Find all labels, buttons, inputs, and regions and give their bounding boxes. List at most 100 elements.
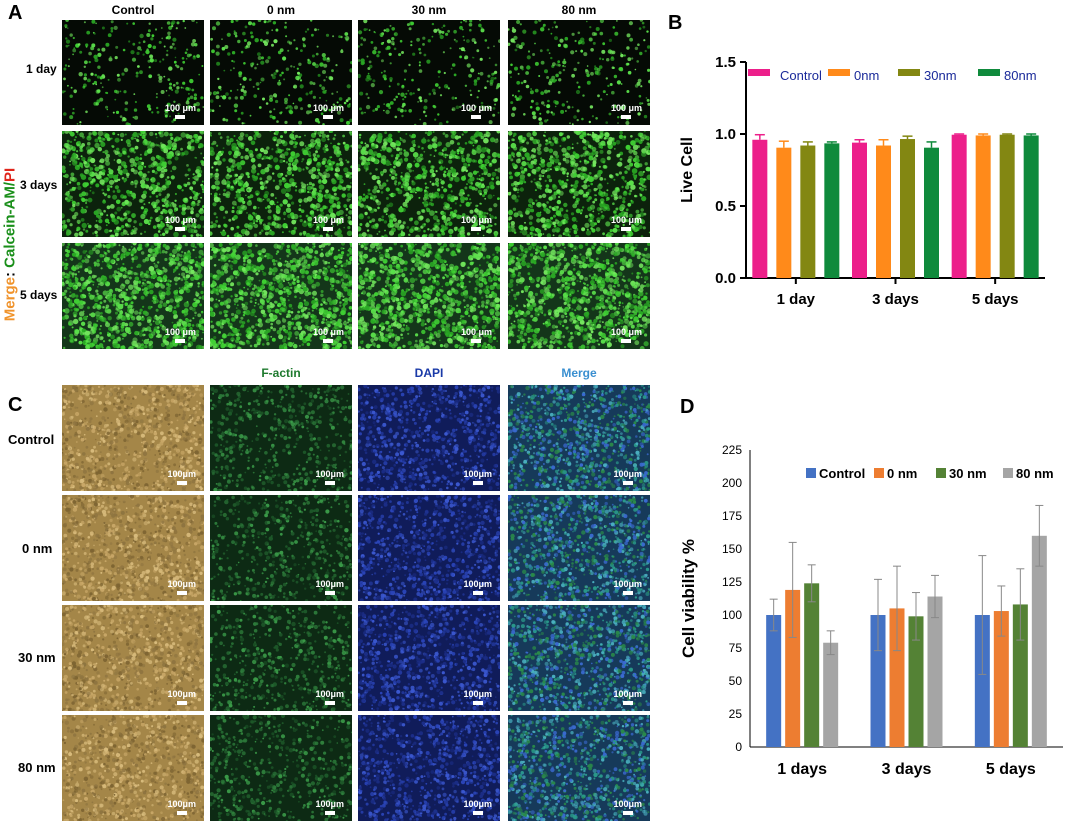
stain-image-3-0: 100μm bbox=[62, 715, 204, 821]
scale-bar-label: 100μm bbox=[463, 579, 492, 589]
micrograph-texture bbox=[210, 605, 352, 711]
panel-c-col-merge: Merge bbox=[508, 366, 650, 380]
micrograph-texture bbox=[62, 243, 204, 349]
scale-bar: 100μm bbox=[167, 799, 196, 815]
bar bbox=[975, 135, 991, 278]
micrograph-texture bbox=[358, 495, 500, 601]
scale-bar: 100 μm bbox=[313, 215, 344, 231]
scale-bar-line bbox=[621, 227, 632, 231]
legend-label: Control bbox=[819, 466, 865, 481]
y-tick-label: 1.5 bbox=[715, 54, 736, 71]
bar bbox=[924, 147, 939, 278]
micrograph-texture bbox=[508, 495, 650, 601]
scale-bar-line bbox=[622, 701, 633, 705]
scale-bar-label: 100 μm bbox=[313, 327, 344, 337]
legend-swatch bbox=[874, 468, 884, 478]
scale-bar-line bbox=[175, 227, 186, 231]
y-tick-label: 50 bbox=[729, 674, 743, 688]
micrograph-texture bbox=[62, 715, 204, 821]
y-tick-label: 75 bbox=[729, 641, 743, 655]
stain-image-1-0: 100μm bbox=[62, 495, 204, 601]
panel-c-row-0nm: 0 nm bbox=[22, 541, 52, 556]
scale-bar-label: 100 μm bbox=[611, 215, 642, 225]
scale-bar-label: 100μm bbox=[315, 579, 344, 589]
scale-bar-line bbox=[175, 115, 186, 119]
scale-bar-line bbox=[472, 701, 483, 705]
live-dead-image-1-3: 100 μm bbox=[508, 131, 650, 237]
scale-bar-line bbox=[622, 481, 633, 485]
x-tick-label: 5 days bbox=[972, 291, 1019, 308]
bar bbox=[999, 134, 1015, 278]
micrograph-texture bbox=[62, 385, 204, 491]
micrograph-texture bbox=[508, 385, 650, 491]
legend-swatch bbox=[936, 468, 946, 478]
scale-bar-line bbox=[176, 701, 187, 705]
y-axis-label: Live Cell bbox=[679, 137, 696, 203]
scale-bar: 100μm bbox=[167, 579, 196, 595]
stain-image-2-3: 100μm bbox=[508, 605, 650, 711]
scale-bar-line bbox=[471, 227, 482, 231]
panel-d-letter: D bbox=[680, 396, 694, 419]
x-tick-label: 3 days bbox=[882, 761, 932, 778]
scale-bar: 100μm bbox=[463, 579, 492, 595]
scale-bar-line bbox=[323, 227, 334, 231]
scale-bar-label: 100 μm bbox=[165, 103, 196, 113]
live-dead-image-0-1: 100 μm bbox=[210, 20, 352, 125]
panel-c-col-dapi: DAPI bbox=[358, 366, 500, 380]
scale-bar-label: 100 μm bbox=[611, 103, 642, 113]
live-dead-image-2-2: 100 μm bbox=[358, 243, 500, 349]
scale-bar-label: 100μm bbox=[463, 689, 492, 699]
scale-bar: 100 μm bbox=[611, 327, 642, 343]
scale-bar-line bbox=[622, 811, 633, 815]
stain-label-merge: Merge bbox=[2, 277, 19, 321]
y-tick-label: 175 bbox=[722, 509, 742, 523]
scale-bar: 100 μm bbox=[461, 327, 492, 343]
scale-bar-label: 100μm bbox=[315, 689, 344, 699]
panel-c-row-80nm: 80 nm bbox=[18, 760, 56, 775]
scale-bar-label: 100 μm bbox=[461, 327, 492, 337]
live-dead-image-1-2: 100 μm bbox=[358, 131, 500, 237]
live-dead-image-2-3: 100 μm bbox=[508, 243, 650, 349]
micrograph-texture bbox=[508, 20, 650, 125]
legend-swatch bbox=[1003, 468, 1013, 478]
scale-bar: 100 μm bbox=[611, 103, 642, 119]
micrograph-texture bbox=[210, 131, 352, 237]
scale-bar: 100 μm bbox=[313, 103, 344, 119]
scale-bar: 100 μm bbox=[611, 215, 642, 231]
micrograph-texture bbox=[508, 605, 650, 711]
bar bbox=[800, 145, 816, 278]
scale-bar-line bbox=[176, 811, 187, 815]
scale-bar: 100μm bbox=[613, 689, 642, 705]
legend-swatch bbox=[828, 69, 850, 76]
bar bbox=[785, 589, 801, 747]
bar bbox=[804, 583, 820, 747]
scale-bar-label: 100μm bbox=[167, 689, 196, 699]
bar bbox=[993, 611, 1009, 747]
micrograph-texture bbox=[358, 715, 500, 821]
legend-label: 30nm bbox=[924, 68, 957, 83]
bar bbox=[951, 134, 967, 278]
scale-bar: 100μm bbox=[315, 799, 344, 815]
panel-a-col-control: Control bbox=[62, 3, 204, 17]
micrograph-texture bbox=[508, 715, 650, 821]
scale-bar-line bbox=[323, 115, 334, 119]
stain-image-3-3: 100μm bbox=[508, 715, 650, 821]
bar bbox=[752, 139, 768, 278]
panel-c-row-control: Control bbox=[8, 432, 54, 447]
scale-bar-line bbox=[471, 339, 482, 343]
scale-bar-line bbox=[324, 591, 335, 595]
scale-bar: 100 μm bbox=[165, 215, 196, 231]
bar bbox=[876, 145, 891, 278]
scale-bar-line bbox=[176, 591, 187, 595]
scale-bar-label: 100μm bbox=[167, 799, 196, 809]
bar bbox=[908, 616, 924, 747]
scale-bar-label: 100μm bbox=[463, 469, 492, 479]
x-tick-label: 1 day bbox=[777, 291, 816, 308]
scale-bar-label: 100 μm bbox=[165, 327, 196, 337]
legend-swatch bbox=[978, 69, 1000, 76]
live-dead-image-0-2: 100 μm bbox=[358, 20, 500, 125]
scale-bar-label: 100μm bbox=[463, 799, 492, 809]
scale-bar-line bbox=[175, 339, 186, 343]
y-tick-label: 1.0 bbox=[715, 126, 736, 143]
panel-c-letter: C bbox=[8, 394, 22, 417]
